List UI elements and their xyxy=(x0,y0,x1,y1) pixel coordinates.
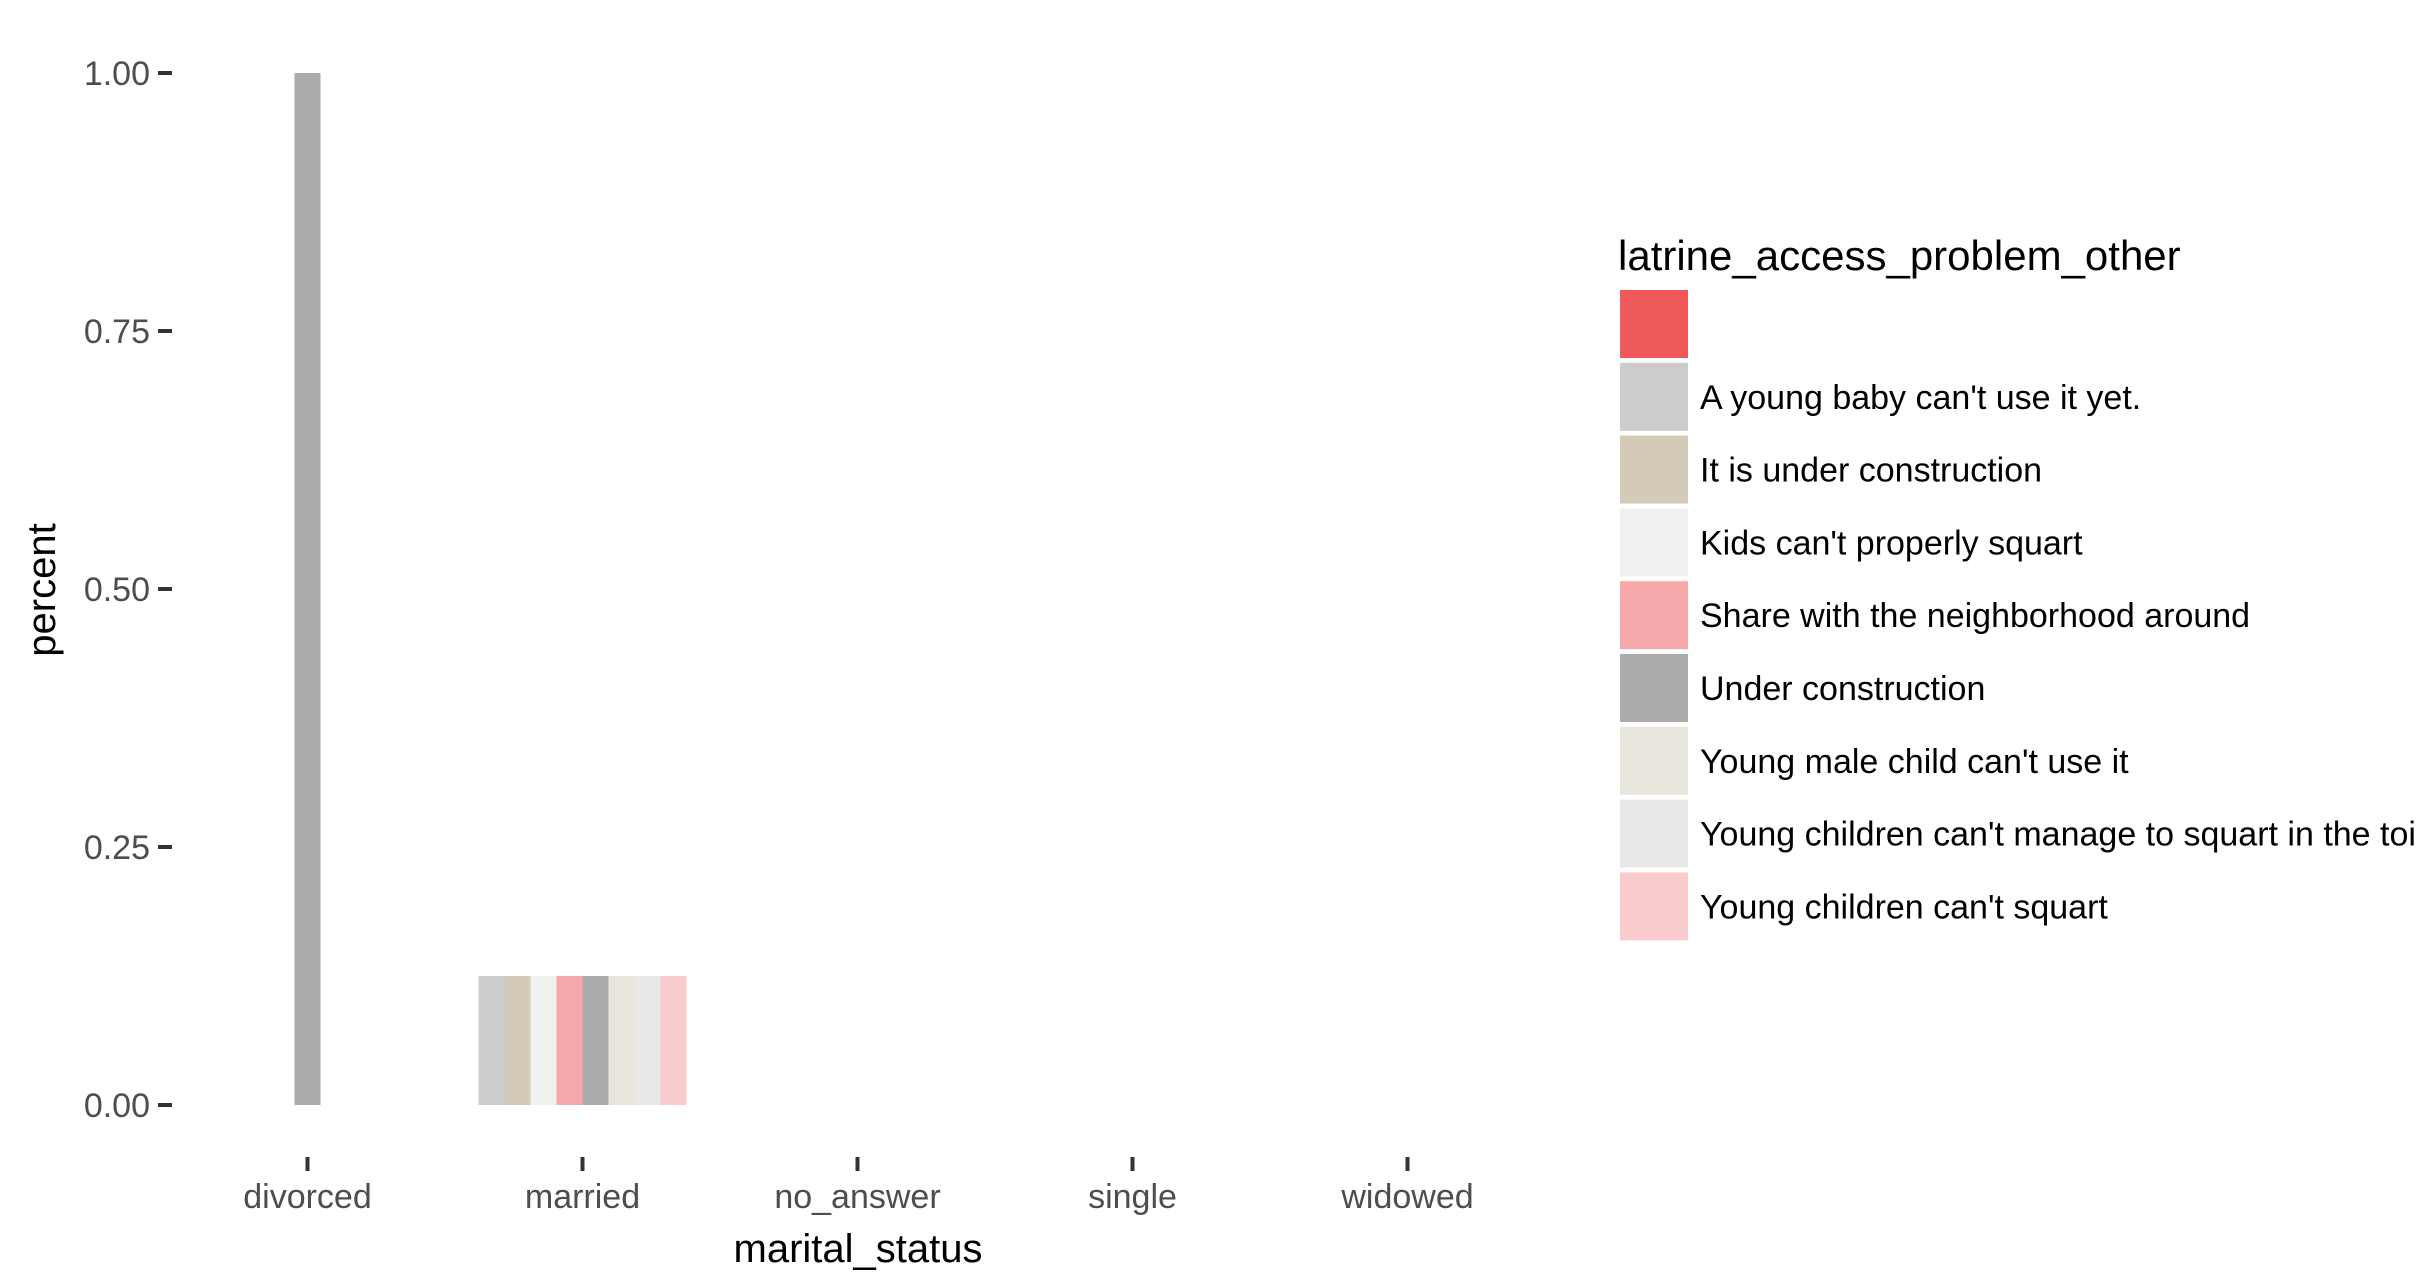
bar xyxy=(634,976,661,1105)
legend-title: latrine_access_problem_other xyxy=(1618,232,2181,279)
legend-key xyxy=(1620,726,1688,795)
legend-label: A young baby can't use it yet. xyxy=(1700,379,2141,417)
legend-key xyxy=(1620,872,1688,941)
legend-label: Share with the neighborhood around xyxy=(1700,597,2250,635)
x-tick-label: single xyxy=(1088,1178,1177,1216)
bar xyxy=(582,976,609,1105)
y-axis-title: percent xyxy=(20,523,64,656)
bar xyxy=(608,976,635,1105)
y-tick-label: 1.00 xyxy=(84,55,150,93)
x-tick-label: divorced xyxy=(243,1178,372,1216)
y-tick-label: 0.25 xyxy=(84,829,150,867)
x-tick-label: married xyxy=(525,1178,640,1216)
legend-key xyxy=(1620,435,1688,504)
y-axis: 0.00 0.25 0.50 0.75 1.00 xyxy=(84,55,172,1125)
bar xyxy=(556,976,583,1105)
x-tick-label: widowed xyxy=(1340,1178,1473,1216)
plot-area xyxy=(294,73,687,1105)
bar xyxy=(294,73,321,1105)
x-axis-title: marital_status xyxy=(734,1227,983,1271)
bar xyxy=(478,976,505,1105)
y-tick-label: 0.00 xyxy=(84,1087,150,1125)
legend: latrine_access_problem_other A young bab… xyxy=(1618,232,2418,941)
legend-label: Young male child can't use it xyxy=(1700,743,2129,781)
legend-label: Young children can't squart xyxy=(1700,888,2108,926)
y-tick-label: 0.50 xyxy=(84,571,150,609)
legend-label: Young children can't manage to squart in… xyxy=(1700,816,2418,854)
legend-label: It is under construction xyxy=(1700,452,2042,490)
x-tick-label: no_answer xyxy=(774,1178,940,1216)
bar xyxy=(660,976,687,1105)
bar xyxy=(504,976,531,1105)
legend-key xyxy=(1620,654,1688,722)
legend-key xyxy=(1620,290,1688,358)
legend-key xyxy=(1620,581,1688,650)
legend-key xyxy=(1620,799,1688,868)
legend-label: Under construction xyxy=(1700,670,1985,708)
legend-key xyxy=(1620,362,1688,431)
y-tick-label: 0.75 xyxy=(84,313,150,351)
legend-entries: A young baby can't use it yet. It is unde… xyxy=(1620,290,2418,941)
legend-key xyxy=(1620,508,1688,577)
bar xyxy=(530,976,557,1105)
x-axis: divorced married no_answer single widowed xyxy=(243,1157,1474,1216)
legend-label: Kids can't properly squart xyxy=(1700,524,2083,562)
